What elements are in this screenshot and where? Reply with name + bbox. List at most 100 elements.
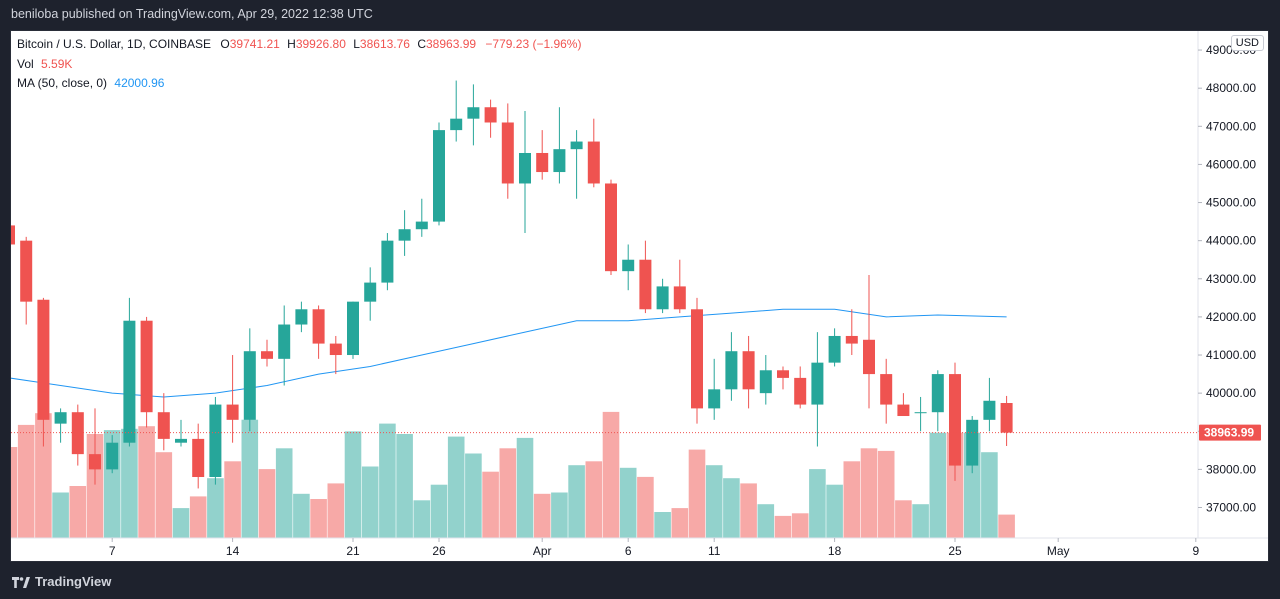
volume-bar [705, 465, 723, 538]
legend-close-value: 38963.99 [426, 37, 477, 51]
volume-bar [637, 476, 654, 538]
price-tick-label: 47000.00 [1206, 119, 1256, 133]
price-tick-label: 40000.00 [1206, 386, 1256, 400]
candle-body [725, 351, 738, 390]
volume-bar [654, 512, 671, 538]
candle-body [605, 183, 617, 272]
legend-ma-label[interactable]: MA (50, close, 0) [17, 76, 108, 90]
price-tick-label: 44000.00 [1206, 234, 1256, 248]
volume-bar [379, 423, 396, 538]
volume-bar [877, 450, 895, 538]
last-price-badge [1199, 424, 1261, 441]
last-price-label: 38963.99 [1204, 426, 1254, 440]
volume-bar [430, 484, 448, 538]
candle-body [897, 404, 910, 417]
candle-body [175, 438, 187, 443]
candle-body [381, 240, 394, 283]
volume-bar [241, 419, 259, 538]
legend-volume-value: 5.59K [41, 56, 73, 71]
candle-body [71, 412, 84, 455]
time-tick-label: 11 [708, 544, 721, 558]
volume-bar [895, 500, 912, 538]
candle-body [536, 152, 549, 173]
candle-body [295, 309, 308, 325]
volume-bar [791, 513, 809, 538]
volume-bar [224, 461, 241, 538]
legend-close-label: C [417, 37, 426, 51]
candle-body [89, 454, 101, 470]
candle-body [261, 351, 273, 359]
volume-bar [551, 492, 568, 538]
candle-body [192, 438, 205, 478]
volume-bar [258, 469, 276, 538]
volume-bar [52, 492, 69, 538]
candle-body [54, 412, 67, 424]
volume-bar [533, 493, 551, 538]
candle-body [966, 419, 979, 466]
price-chart[interactable]: 37000.0038000.0039000.0040000.0041000.00… [11, 31, 1269, 562]
price-tick-label: 48000.00 [1206, 81, 1256, 95]
legend-ma-value: 42000.96 [114, 76, 165, 90]
candle-body [777, 370, 789, 378]
candle-body [157, 412, 170, 439]
legend-high-label: H [287, 37, 296, 51]
candle-body [553, 149, 566, 173]
volume-bar [465, 453, 482, 538]
candle-body [742, 351, 755, 390]
volume-bar [344, 431, 362, 538]
legend-volume-row: Vol 5.59K [17, 55, 581, 75]
legend-symbol[interactable]: Bitcoin / U.S. Dollar, 1D, COINBASE [17, 37, 212, 51]
time-tick-label: 7 [109, 544, 116, 558]
price-tick-label: 38000.00 [1206, 462, 1256, 476]
candle-body [914, 412, 927, 414]
candle-body [931, 374, 944, 413]
candle-body [845, 335, 858, 344]
candle-body [364, 282, 377, 302]
candle-body [106, 442, 119, 470]
volume-bar [998, 514, 1015, 538]
price-axis [1198, 31, 1268, 561]
volume-bar [843, 461, 861, 538]
volume-bar [809, 469, 826, 538]
legend-change: −779.23 (−1.96%) [485, 37, 582, 51]
volume-bar [17, 424, 35, 538]
volume-bar [172, 508, 190, 538]
legend-open-label: O [220, 37, 230, 51]
volume-bar [275, 448, 293, 538]
volume-bar [499, 448, 517, 538]
time-tick-label: Apr [533, 544, 552, 558]
candle-body [140, 320, 153, 413]
tradingview-logo[interactable]: TradingView [12, 574, 111, 589]
volume-bar [361, 466, 379, 538]
volume-bar [826, 484, 843, 538]
candle-body [863, 339, 875, 375]
legend-volume-label[interactable]: Vol [17, 56, 34, 71]
legend-ma-row: MA (50, close, 0) 42000.96 [17, 74, 581, 94]
candle-body [570, 141, 583, 150]
chart-frame[interactable]: 37000.0038000.0039000.0040000.0041000.00… [10, 30, 1269, 562]
price-tick-label: 46000.00 [1206, 157, 1256, 171]
volume-bar [11, 447, 18, 538]
candle-body [501, 122, 514, 184]
time-tick-label: 25 [948, 544, 962, 558]
candle-body [622, 259, 635, 272]
volume-bar [602, 411, 620, 538]
price-tick-label: 43000.00 [1206, 272, 1256, 286]
volume-bar [671, 508, 689, 538]
candle-body [329, 343, 342, 356]
candle-body [278, 324, 291, 359]
currency-badge[interactable]: USD [1230, 35, 1264, 51]
volume-bar [69, 486, 87, 538]
candle-body [708, 389, 721, 409]
candle-body [20, 240, 33, 302]
candle-body [243, 351, 256, 420]
candle-body [759, 370, 772, 394]
candle-body [1000, 403, 1013, 433]
legend-open-value: 39741.21 [229, 37, 280, 51]
legend-symbol-row: Bitcoin / U.S. Dollar, 1D, COINBASE O397… [17, 35, 581, 55]
volume-bar [189, 496, 207, 538]
candle-body [467, 107, 480, 119]
volume-bar [482, 471, 499, 538]
volume-bar [929, 432, 947, 538]
volume-bar [585, 461, 603, 538]
